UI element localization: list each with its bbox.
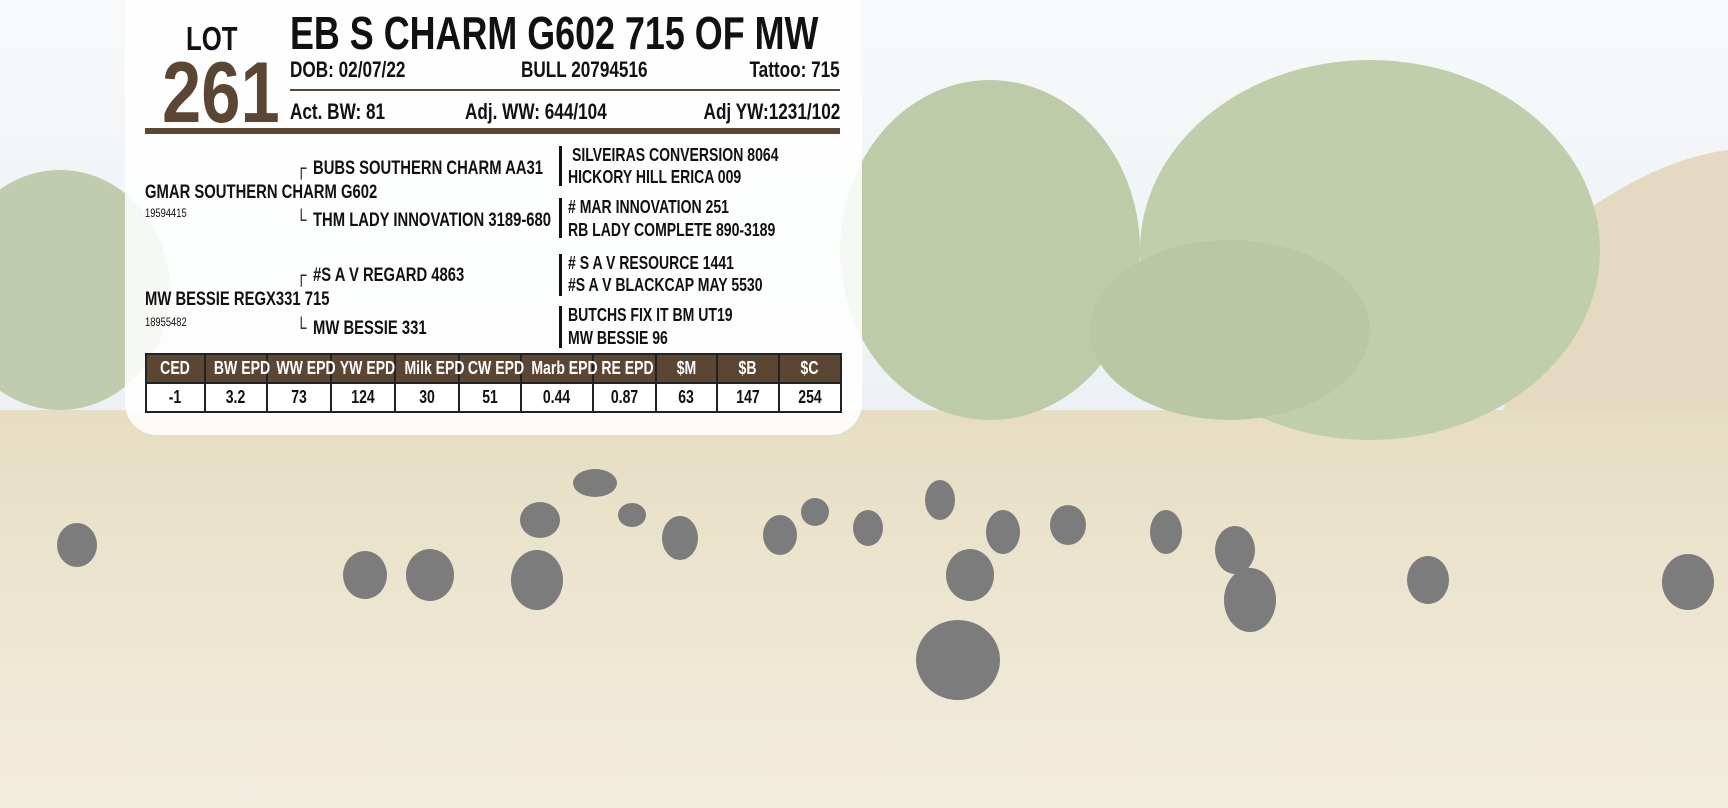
epd-value-text: 73: [291, 387, 307, 408]
dob: DOB: 02/07/22: [290, 59, 405, 81]
great-grandparent: MW BESSIE 96: [568, 329, 668, 347]
epd-header-text: Milk EPD: [404, 358, 464, 379]
epd-header: $B: [717, 354, 779, 383]
sire-sire: BUBS SOUTHERN CHARM AA31: [313, 159, 543, 178]
epd-header: Marb EPD: [521, 354, 593, 383]
lot-number: 261: [162, 50, 280, 136]
epd-header-text: WW EPD: [276, 358, 335, 379]
pedigree-bracket: ┌: [296, 266, 307, 285]
sire-dam: THM LADY INNOVATION 3189-680: [313, 211, 551, 230]
epd-value-text: 3.2: [226, 387, 246, 408]
divider: [290, 89, 840, 91]
epd-header: BW EPD: [205, 354, 267, 383]
epd-value-text: -1: [169, 387, 181, 408]
epd-value-text: 0.87: [611, 387, 638, 408]
epd-value-text: 51: [482, 387, 498, 408]
dam-dam: MW BESSIE 331: [313, 319, 427, 338]
epd-header: CW EPD: [459, 354, 521, 383]
epd-value: 254: [779, 383, 841, 412]
epd-header-text: BW EPD: [214, 358, 270, 379]
pedigree-bracket: └: [296, 211, 307, 230]
bracket-bar: [559, 146, 562, 186]
bracket-bar: [559, 306, 562, 348]
epd-header: CED: [146, 354, 205, 383]
divider: [145, 128, 840, 134]
tattoo: Tattoo: 715: [750, 59, 840, 81]
epd-header-text: RE EPD: [601, 358, 653, 379]
pedigree-bracket: └: [296, 319, 307, 338]
epd-value-text: 147: [736, 387, 759, 408]
great-grandparent: # MAR INNOVATION 251: [568, 198, 729, 216]
dam: MW BESSIE REGX331 715: [145, 290, 330, 309]
epd-value: 147: [717, 383, 779, 412]
epd-header-text: YW EPD: [340, 358, 395, 379]
bracket-bar: [559, 198, 562, 238]
sire: GMAR SOUTHERN CHARM G602: [145, 183, 377, 202]
epd-header: $M: [656, 354, 717, 383]
animal-name: EB S CHARM G602 715 OF MW: [290, 10, 818, 56]
great-grandparent: # S A V RESOURCE 1441: [568, 254, 734, 272]
dam-sire: #S A V REGARD 4863: [313, 266, 464, 285]
yearling-weight: Adj YW:1231/102: [703, 101, 840, 123]
epd-header-text: CED: [161, 358, 191, 379]
epd-value: 51: [459, 383, 521, 412]
epd-value-text: 0.44: [543, 387, 570, 408]
weaning-weight: Adj. WW: 644/104: [465, 101, 607, 123]
epd-value: 0.44: [521, 383, 593, 412]
epd-value-row: -1 3.2 73 124 30 51 0.44 0.87 63 147 254: [146, 383, 841, 412]
dam-registration: 18955482: [145, 316, 187, 328]
epd-value: 0.87: [593, 383, 656, 412]
epd-header-text: $M: [677, 358, 697, 379]
epd-value: 30: [395, 383, 459, 412]
great-grandparent: #S A V BLACKCAP MAY 5530: [568, 276, 763, 294]
epd-header-text: $C: [801, 358, 819, 379]
epd-value: 3.2: [205, 383, 267, 412]
epd-value-text: 124: [351, 387, 374, 408]
epd-value-text: 30: [419, 387, 435, 408]
epd-header: RE EPD: [593, 354, 656, 383]
epd-header: WW EPD: [267, 354, 331, 383]
epd-value: 73: [267, 383, 331, 412]
bracket-bar: [559, 254, 562, 296]
epd-header-text: Marb EPD: [531, 358, 597, 379]
epd-header-text: CW EPD: [468, 358, 524, 379]
epd-header: YW EPD: [331, 354, 395, 383]
sire-registration: 19594415: [145, 207, 187, 219]
great-grandparent: RB LADY COMPLETE 890-3189: [568, 221, 775, 239]
epd-header-text: $B: [739, 358, 757, 379]
epd-value: 63: [656, 383, 717, 412]
epd-header: Milk EPD: [395, 354, 459, 383]
epd-header: $C: [779, 354, 841, 383]
great-grandparent: BUTCHS FIX IT BM UT19: [568, 306, 733, 324]
great-grandparent: HICKORY HILL ERICA 009: [568, 168, 741, 186]
pedigree-bracket: ┌: [296, 159, 307, 178]
great-grandparent: SILVEIRAS CONVERSION 8064: [572, 146, 779, 164]
epd-value-text: 254: [798, 387, 821, 408]
epd-value-text: 63: [679, 387, 695, 408]
birth-weight: Act. BW: 81: [290, 101, 385, 123]
epd-value: 124: [331, 383, 395, 412]
registration: BULL 20794516: [521, 59, 648, 81]
epd-value: -1: [146, 383, 205, 412]
page: LOT 261 EB S CHARM G602 715 OF MW DOB: 0…: [0, 0, 1728, 808]
